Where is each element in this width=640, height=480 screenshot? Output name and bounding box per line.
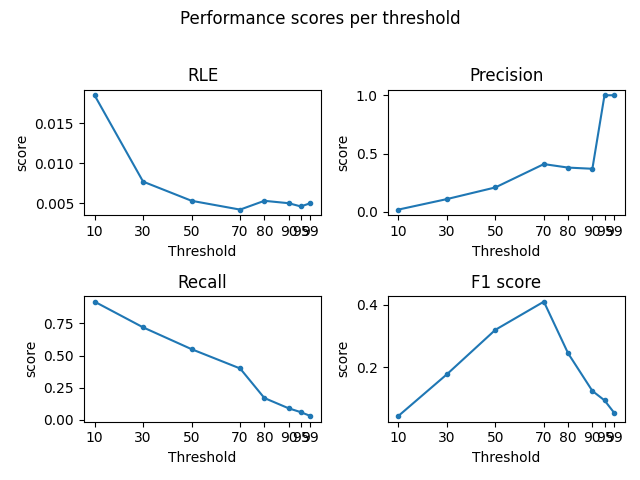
Text: Performance scores per threshold: Performance scores per threshold [180,10,460,28]
Title: RLE: RLE [187,67,218,85]
Y-axis label: score: score [337,340,350,377]
Y-axis label: score: score [336,134,350,171]
Y-axis label: score: score [24,340,38,377]
X-axis label: Threshold: Threshold [168,451,237,465]
Title: Precision: Precision [469,67,543,85]
X-axis label: Threshold: Threshold [472,245,540,259]
Title: Recall: Recall [178,274,227,292]
X-axis label: Threshold: Threshold [472,451,540,465]
Y-axis label: score: score [15,134,29,171]
Title: F1 score: F1 score [471,274,541,292]
X-axis label: Threshold: Threshold [168,245,237,259]
